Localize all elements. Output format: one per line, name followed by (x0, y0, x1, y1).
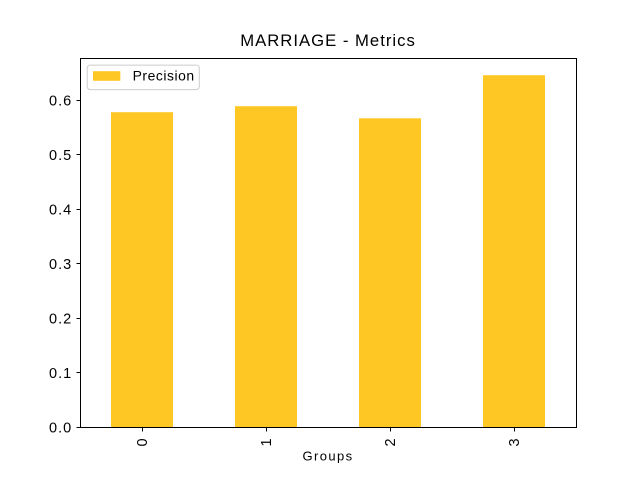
svg-text:2: 2 (383, 438, 399, 446)
svg-text:0.3: 0.3 (49, 257, 72, 273)
svg-text:0.6: 0.6 (49, 94, 72, 110)
svg-text:0.2: 0.2 (49, 312, 72, 328)
svg-text:0.0: 0.0 (49, 421, 72, 437)
svg-text:MARRIAGE - Metrics: MARRIAGE - Metrics (240, 31, 416, 50)
svg-text:3: 3 (507, 438, 523, 446)
svg-text:0: 0 (135, 438, 151, 446)
svg-text:1: 1 (259, 438, 275, 446)
svg-text:Precision: Precision (133, 68, 195, 84)
svg-text:0.4: 0.4 (49, 203, 72, 219)
svg-text:0.5: 0.5 (49, 148, 72, 164)
svg-text:0.1: 0.1 (49, 366, 72, 382)
svg-text:Groups: Groups (302, 448, 353, 463)
